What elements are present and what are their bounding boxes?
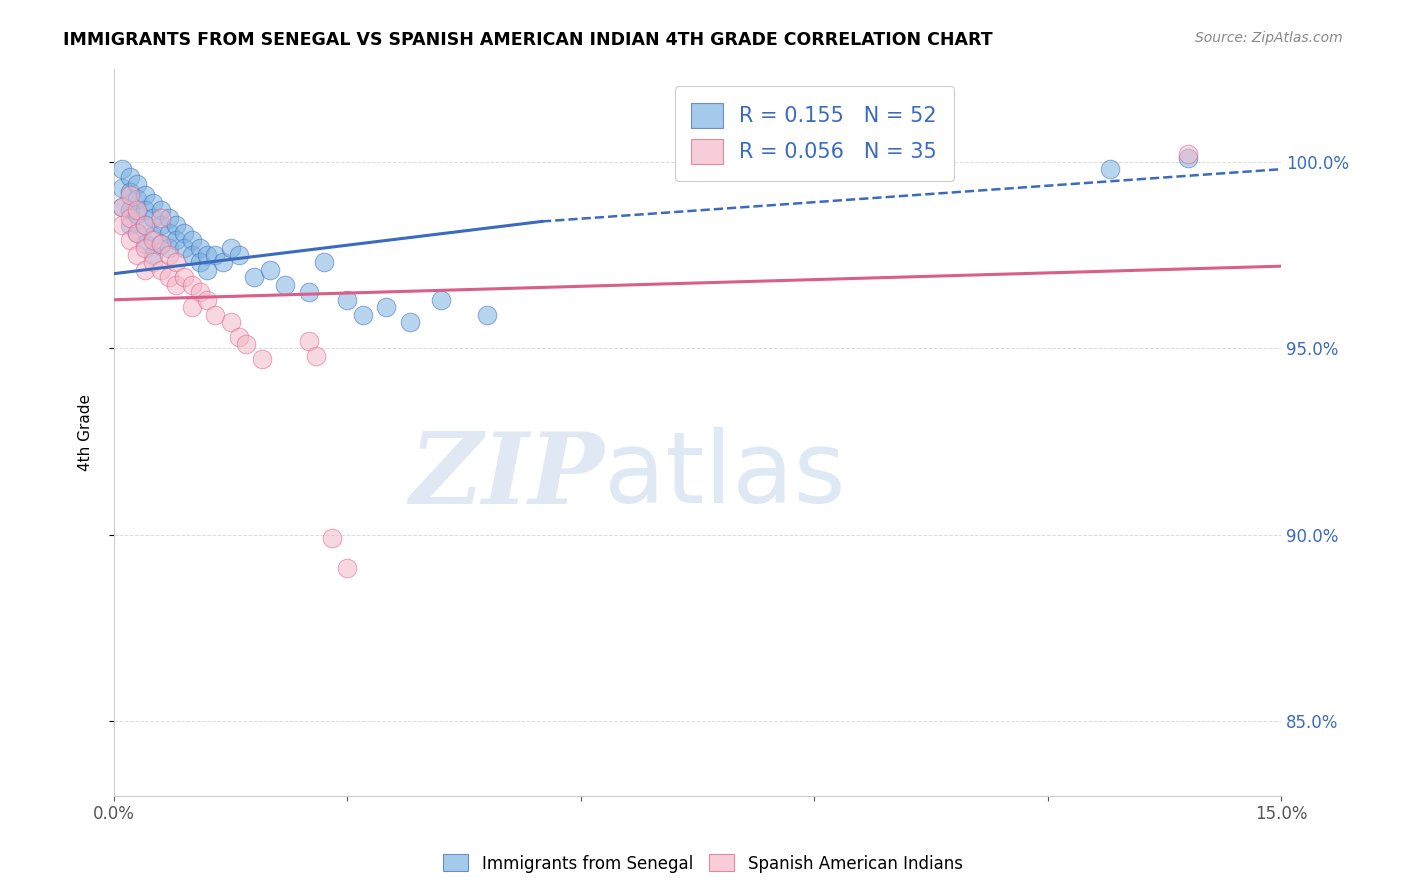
Point <box>204 308 226 322</box>
Point <box>173 241 195 255</box>
Point <box>1177 151 1199 165</box>
Point <box>188 285 211 300</box>
Point <box>243 270 266 285</box>
Point <box>127 226 149 240</box>
Point <box>274 277 297 292</box>
Point <box>398 315 420 329</box>
Point <box>142 233 165 247</box>
Point <box>321 532 343 546</box>
Point <box>111 162 134 177</box>
Point <box>127 226 149 240</box>
Legend: R = 0.155   N = 52, R = 0.056   N = 35: R = 0.155 N = 52, R = 0.056 N = 35 <box>675 87 953 181</box>
Point <box>157 248 180 262</box>
Point <box>212 255 235 269</box>
Point <box>127 248 149 262</box>
Point <box>111 218 134 232</box>
Point <box>188 241 211 255</box>
Point <box>297 285 319 300</box>
Point <box>118 211 141 225</box>
Point <box>314 255 336 269</box>
Point <box>297 334 319 348</box>
Point <box>142 229 165 244</box>
Point <box>173 270 195 285</box>
Point <box>142 211 165 225</box>
Point <box>180 277 202 292</box>
Point <box>173 226 195 240</box>
Point <box>228 330 250 344</box>
Point <box>118 169 141 184</box>
Legend: Immigrants from Senegal, Spanish American Indians: Immigrants from Senegal, Spanish America… <box>436 847 970 880</box>
Point <box>1098 162 1121 177</box>
Point <box>127 207 149 221</box>
Text: ZIP: ZIP <box>409 427 605 524</box>
Point <box>118 218 141 232</box>
Point <box>134 263 156 277</box>
Point <box>134 218 156 232</box>
Point <box>134 241 156 255</box>
Point <box>149 203 172 218</box>
Point <box>188 255 211 269</box>
Point <box>134 188 156 202</box>
Point <box>219 241 242 255</box>
Point <box>127 192 149 206</box>
Point <box>111 181 134 195</box>
Point <box>235 337 257 351</box>
Point <box>259 263 281 277</box>
Y-axis label: 4th Grade: 4th Grade <box>79 393 93 471</box>
Point <box>219 315 242 329</box>
Point <box>157 241 180 255</box>
Point <box>111 200 134 214</box>
Point <box>134 218 156 232</box>
Point <box>118 188 141 202</box>
Point <box>197 293 219 307</box>
Point <box>118 233 141 247</box>
Point <box>430 293 453 307</box>
Point <box>157 226 180 240</box>
Point <box>157 270 180 285</box>
Point <box>1177 147 1199 161</box>
Point <box>127 203 149 218</box>
Text: IMMIGRANTS FROM SENEGAL VS SPANISH AMERICAN INDIAN 4TH GRADE CORRELATION CHART: IMMIGRANTS FROM SENEGAL VS SPANISH AMERI… <box>63 31 993 49</box>
Point <box>142 195 165 210</box>
Point <box>118 203 141 218</box>
Point <box>180 300 202 314</box>
Point <box>149 263 172 277</box>
Text: Source: ZipAtlas.com: Source: ZipAtlas.com <box>1195 31 1343 45</box>
Point <box>165 277 187 292</box>
Point <box>305 349 328 363</box>
Point <box>375 300 398 314</box>
Point <box>165 233 187 247</box>
Point <box>228 248 250 262</box>
Point <box>352 308 374 322</box>
Point <box>336 293 359 307</box>
Point <box>180 248 202 262</box>
Point <box>111 200 134 214</box>
Point <box>149 211 172 225</box>
Point <box>477 308 499 322</box>
Point <box>149 218 172 232</box>
Point <box>180 233 202 247</box>
Point <box>197 248 219 262</box>
Point <box>142 255 165 269</box>
Point <box>165 255 187 269</box>
Text: atlas: atlas <box>605 427 846 524</box>
Point <box>118 185 141 199</box>
Point <box>157 211 180 225</box>
Point <box>127 177 149 191</box>
Point <box>134 236 156 251</box>
Point <box>336 561 359 575</box>
Point <box>149 236 172 251</box>
Point <box>165 218 187 232</box>
Point <box>142 248 165 262</box>
Point <box>250 352 273 367</box>
Point <box>197 263 219 277</box>
Point <box>134 203 156 218</box>
Point <box>204 248 226 262</box>
Point <box>149 236 172 251</box>
